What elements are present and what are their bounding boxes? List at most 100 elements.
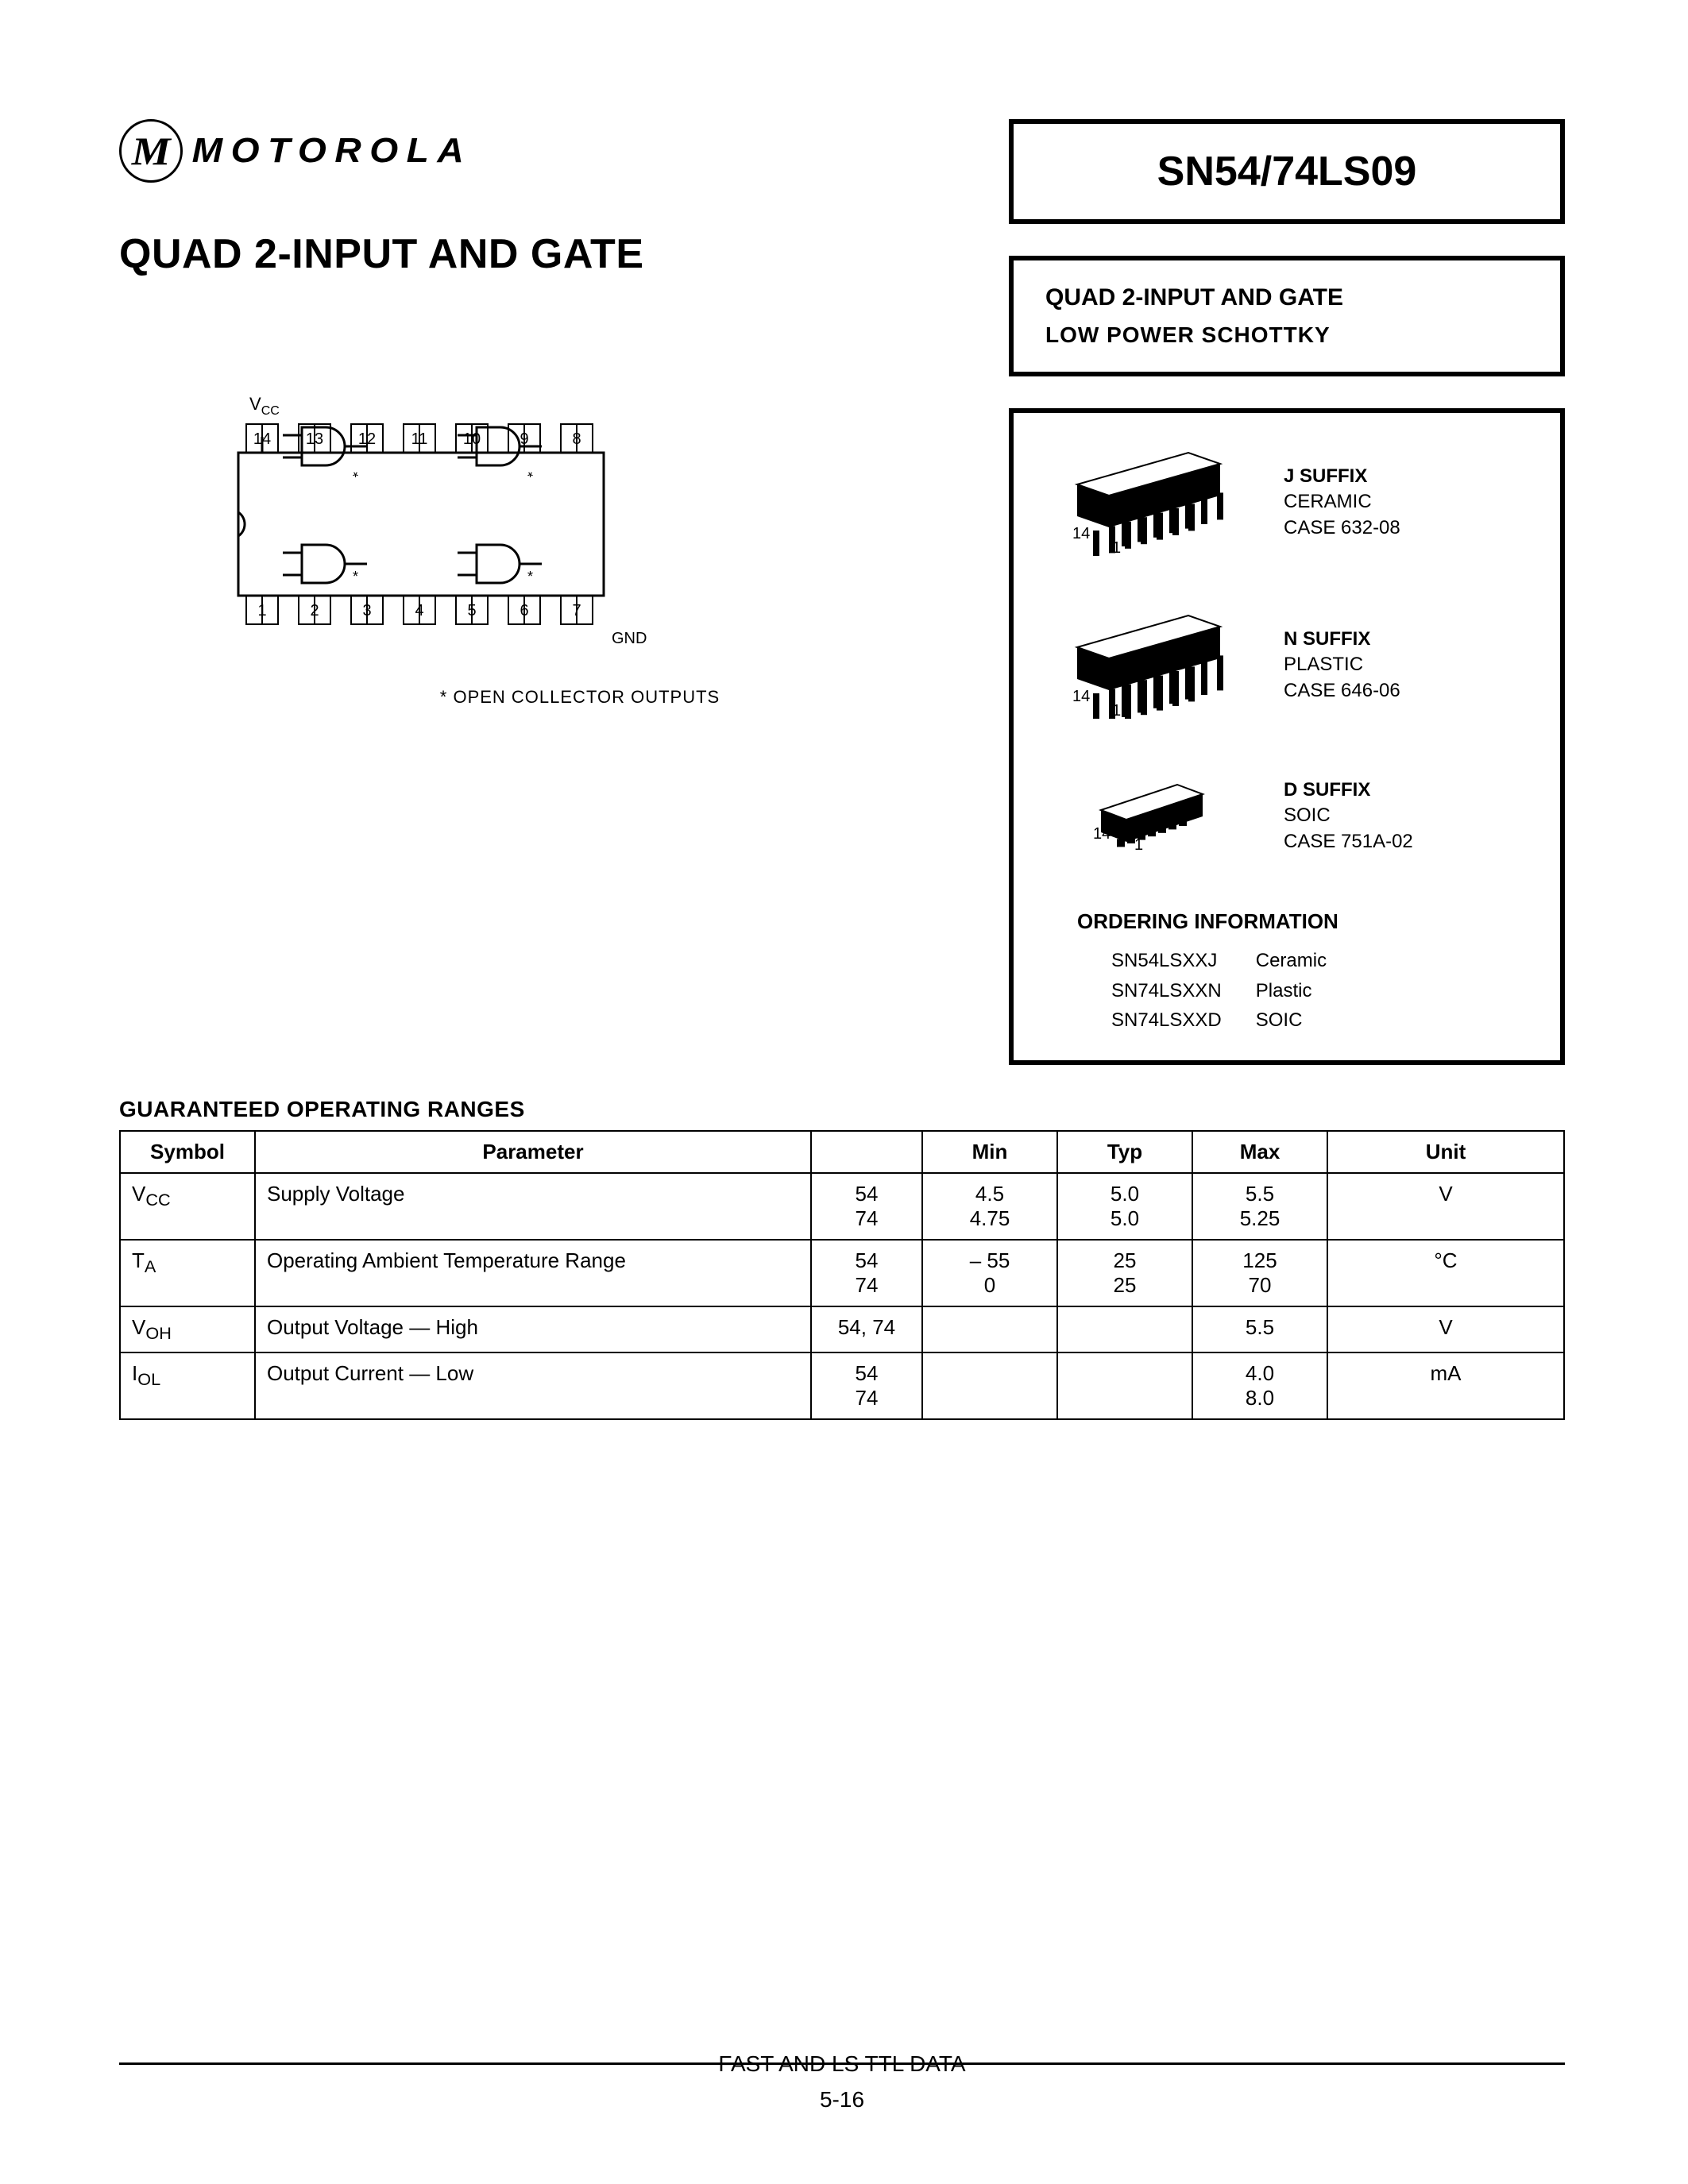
ordering-type: Ceramic	[1255, 947, 1358, 975]
ranges-header: Min	[922, 1131, 1057, 1173]
cell-typ: 5.05.0	[1057, 1173, 1192, 1240]
ordering-type: Plastic	[1255, 977, 1358, 1005]
package-case: CASE 646-06	[1284, 680, 1400, 701]
svg-text:1: 1	[1134, 836, 1143, 854]
vcc-label: VCC	[249, 394, 280, 418]
svg-text:*: *	[353, 569, 358, 585]
subtitle-box: QUAD 2-INPUT AND GATE LOW POWER SCHOTTKY	[1009, 256, 1565, 376]
pin-diagram: VCC 141312111098 * * *	[183, 389, 977, 708]
ordering-row: SN74LSXXDSOIC	[1111, 1006, 1358, 1035]
cell-param: Supply Voltage	[255, 1173, 811, 1240]
cell-max: 4.08.0	[1192, 1352, 1327, 1419]
svg-text:*: *	[527, 464, 533, 480]
cell-symbol: VCC	[120, 1173, 255, 1240]
svg-text:14: 14	[1072, 688, 1090, 705]
footer-line2: 5-16	[119, 2082, 1565, 2118]
package-row-j: 14 1 J SUFFIX CERAMIC CASE 632-08	[1045, 445, 1528, 560]
cell-cond: 5474	[811, 1240, 922, 1306]
cell-typ	[1057, 1352, 1192, 1419]
package-type: CERAMIC	[1284, 491, 1372, 512]
ranges-title: GUARANTEED OPERATING RANGES	[119, 1097, 1565, 1122]
cell-unit: °C	[1327, 1240, 1564, 1306]
ranges-row: TA Operating Ambient Temperature Range 5…	[120, 1240, 1564, 1306]
cell-symbol: IOL	[120, 1352, 255, 1419]
ranges-row: IOL Output Current — Low 5474 4.08.0 mA	[120, 1352, 1564, 1419]
package-icon: 14 1	[1045, 445, 1252, 560]
footer-line1: FAST AND LS TTL DATA	[119, 2047, 1565, 2082]
cell-min	[922, 1306, 1057, 1352]
top-columns: M MOTOROLA QUAD 2-INPUT AND GATE VCC 141…	[119, 119, 1565, 1065]
package-type: SOIC	[1284, 805, 1331, 826]
ranges-header: Parameter	[255, 1131, 811, 1173]
ranges-row: VOH Output Voltage — High 54, 74 5.5 V	[120, 1306, 1564, 1352]
motorola-logo-icon: M	[119, 119, 183, 183]
main-title: QUAD 2-INPUT AND GATE	[119, 230, 977, 278]
ordering-type: SOIC	[1255, 1006, 1358, 1035]
ordering-part: SN74LSXXD	[1111, 1006, 1253, 1035]
cell-param: Output Voltage — High	[255, 1306, 811, 1352]
package-row-d: 14 1 D SUFFIX SOIC CASE 751A-02	[1045, 770, 1528, 862]
part-number: SN54/74LS09	[1045, 148, 1528, 195]
part-number-box: SN54/74LS09	[1009, 119, 1565, 224]
ranges-row: VCC Supply Voltage 5474 4.54.75 5.05.0 5…	[120, 1173, 1564, 1240]
cell-cond: 5474	[811, 1173, 922, 1240]
package-row-n: 14 1 N SUFFIX PLASTIC CASE 646-06	[1045, 608, 1528, 723]
cell-cond: 54, 74	[811, 1306, 922, 1352]
svg-text:1: 1	[1112, 702, 1121, 719]
cell-unit: V	[1327, 1173, 1564, 1240]
svg-text:1: 1	[1112, 539, 1121, 556]
cell-min: – 550	[922, 1240, 1057, 1306]
ranges-header: Max	[1192, 1131, 1327, 1173]
pin-diagram-svg: VCC 141312111098 * * *	[183, 389, 659, 675]
page: M MOTOROLA QUAD 2-INPUT AND GATE VCC 141…	[119, 119, 1565, 2065]
ordering-row: SN54LSXXJCeramic	[1111, 947, 1358, 975]
ordering-title: ORDERING INFORMATION	[1077, 909, 1528, 934]
package-case: CASE 751A-02	[1284, 831, 1413, 852]
cell-unit: V	[1327, 1306, 1564, 1352]
ranges-table: SymbolParameterMinTypMaxUnit VCC Supply …	[119, 1130, 1565, 1420]
cell-min: 4.54.75	[922, 1173, 1057, 1240]
package-icon: 14 1	[1045, 608, 1252, 723]
cell-typ	[1057, 1306, 1192, 1352]
ordering-row: SN74LSXXNPlastic	[1111, 977, 1358, 1005]
cell-unit: mA	[1327, 1352, 1564, 1419]
package-suffix: D SUFFIX	[1284, 779, 1370, 801]
cell-cond: 5474	[811, 1352, 922, 1419]
logo-row: M MOTOROLA	[119, 119, 977, 183]
package-suffix: N SUFFIX	[1284, 628, 1370, 650]
cell-max: 5.55.25	[1192, 1173, 1327, 1240]
package-text: N SUFFIX PLASTIC CASE 646-06	[1284, 627, 1400, 704]
package-type: PLASTIC	[1284, 654, 1363, 675]
svg-text:14: 14	[1072, 525, 1090, 542]
subtitle-line1: QUAD 2-INPUT AND GATE	[1045, 284, 1528, 311]
package-icon: 14 1	[1045, 770, 1252, 862]
page-footer: FAST AND LS TTL DATA 5-16	[119, 2047, 1565, 2118]
cell-param: Output Current — Low	[255, 1352, 811, 1419]
subtitle-line2: LOW POWER SCHOTTKY	[1045, 322, 1528, 348]
ranges-header	[811, 1131, 922, 1173]
gnd-label: GND	[612, 630, 647, 647]
svg-text:*: *	[353, 464, 358, 480]
cell-typ: 2525	[1057, 1240, 1192, 1306]
ranges-header: Symbol	[120, 1131, 255, 1173]
left-column: M MOTOROLA QUAD 2-INPUT AND GATE VCC 141…	[119, 119, 977, 708]
package-case: CASE 632-08	[1284, 517, 1400, 538]
package-text: J SUFFIX CERAMIC CASE 632-08	[1284, 464, 1400, 541]
package-suffix: J SUFFIX	[1284, 465, 1367, 487]
cell-symbol: TA	[120, 1240, 255, 1306]
cell-param: Operating Ambient Temperature Range	[255, 1240, 811, 1306]
package-text: D SUFFIX SOIC CASE 751A-02	[1284, 778, 1413, 855]
svg-text:14: 14	[1093, 825, 1111, 843]
cell-min	[922, 1352, 1057, 1419]
ranges-header: Typ	[1057, 1131, 1192, 1173]
ordering-part: SN74LSXXN	[1111, 977, 1253, 1005]
brand-name: MOTOROLA	[192, 131, 473, 171]
packages-box: 14 1 J SUFFIX CERAMIC CASE 632-08 14 1 N…	[1009, 408, 1565, 1065]
cell-max: 5.5	[1192, 1306, 1327, 1352]
ordering-table: SN54LSXXJCeramicSN74LSXXNPlasticSN74LSXX…	[1109, 945, 1360, 1036]
right-column: SN54/74LS09 QUAD 2-INPUT AND GATE LOW PO…	[1009, 119, 1565, 1065]
cell-symbol: VOH	[120, 1306, 255, 1352]
diagram-caption: * OPEN COLLECTOR OUTPUTS	[183, 687, 977, 708]
cell-max: 12570	[1192, 1240, 1327, 1306]
logo-m-glyph: M	[132, 128, 171, 174]
